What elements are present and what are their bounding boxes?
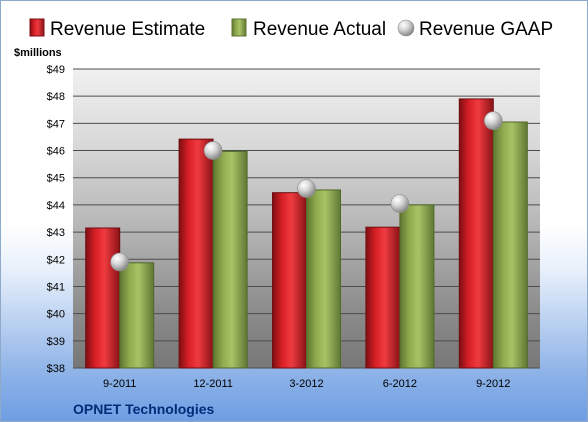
bar-revenue-actual: [399, 204, 435, 369]
bar-revenue-estimate: [85, 227, 121, 369]
legend-label-revenue-actual: Revenue Actual: [253, 19, 386, 40]
bar-revenue-actual: [492, 121, 528, 369]
y-axis-ticks: $38 $39 $40 $41 $42 $43 $44 $45 $46 $47 $48 $49: [47, 64, 65, 375]
y-tick-label: $49: [47, 64, 65, 76]
x-tick-label: 12-2011: [193, 378, 233, 390]
marker-revenue-gaap: [390, 194, 410, 213]
y-axis-unit-label: $millions: [14, 47, 62, 59]
bar-revenue-estimate: [458, 98, 494, 369]
legend-label-revenue-gaap: Revenue GAAP: [419, 19, 553, 40]
x-tick-label: 9-2011: [103, 378, 136, 390]
x-tick-label: 3-2012: [289, 378, 323, 390]
bar-revenue-estimate: [365, 226, 401, 369]
y-tick-label: $44: [47, 200, 65, 212]
marker-revenue-gaap: [203, 141, 223, 160]
bar-revenue-actual: [212, 150, 248, 369]
y-tick-label: $42: [47, 254, 65, 266]
marker-revenue-gaap: [297, 179, 316, 198]
marker-revenue-gaap: [110, 252, 129, 272]
legend-swatch-revenue-actual: [231, 18, 247, 37]
y-tick-label: $46: [47, 146, 65, 158]
y-tick-label: $43: [47, 227, 65, 239]
x-tick-label: 9-2012: [476, 378, 510, 390]
y-tick-label: $38: [47, 363, 65, 375]
legend-label-revenue-estimate: Revenue Estimate: [50, 19, 205, 40]
chart-markers: [110, 111, 503, 272]
bar-revenue-actual: [306, 189, 341, 369]
company-name: OPNET Technologies: [73, 401, 215, 417]
x-tick-label: 6-2012: [383, 378, 417, 390]
marker-revenue-gaap: [483, 111, 503, 130]
y-tick-label: $41: [47, 281, 65, 293]
chart-bars: [85, 98, 528, 369]
x-axis-ticks: 9-2011 12-2011 3-2012 6-2012 9-2012: [103, 378, 510, 390]
bar-revenue-estimate: [272, 192, 307, 369]
y-tick-label: $45: [47, 173, 65, 185]
y-tick-label: $39: [47, 336, 65, 348]
bar-revenue-estimate: [178, 138, 214, 369]
chart-legend: Revenue Estimate Revenue Actual Revenue …: [29, 18, 553, 40]
bar-revenue-actual: [119, 262, 155, 369]
legend-swatch-revenue-estimate: [29, 18, 45, 37]
y-tick-label: $40: [47, 309, 65, 321]
y-tick-label: $48: [47, 91, 65, 103]
legend-marker-revenue-gaap: [397, 19, 415, 37]
y-tick-label: $47: [47, 118, 65, 130]
